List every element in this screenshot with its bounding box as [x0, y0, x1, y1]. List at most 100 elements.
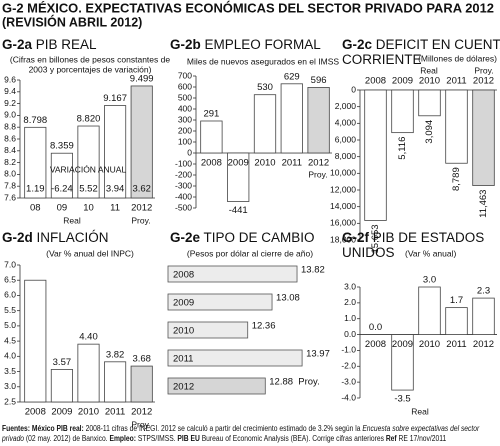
- y-tick-label: -300: [175, 180, 192, 190]
- growth-label: 3.62: [132, 184, 151, 195]
- y-tick-label: 16,000: [330, 218, 356, 228]
- value-label: 13.97: [306, 349, 330, 360]
- x-tick-label: 2012: [308, 158, 329, 169]
- y-tick-label: 0.0: [344, 329, 356, 339]
- x-tick-label: 2009: [392, 339, 413, 350]
- y-tick-label: 400: [178, 103, 192, 113]
- panel-title-text: PIB REAL: [36, 37, 97, 52]
- panel-subtitle: 2003 y porcentajes de variación): [29, 64, 152, 74]
- y-tick-label: 14,000: [330, 201, 356, 211]
- y-tick-label: 3.0: [4, 381, 16, 391]
- y-tick-label: 700: [178, 70, 192, 80]
- bar: [472, 297, 495, 335]
- value-label: 1.7: [450, 295, 463, 306]
- growth-label: 5.52: [79, 184, 98, 195]
- x-tick-label: 2012: [473, 339, 494, 350]
- value-label: 3.57: [53, 357, 72, 368]
- category-label: 2011: [173, 354, 193, 365]
- y-tick-label: 6.5: [4, 274, 16, 284]
- category-label: 2012: [173, 382, 194, 393]
- category-label: 2008: [173, 270, 194, 281]
- x-tick-label: 2010: [419, 339, 440, 350]
- panel-label: G-2e: [170, 230, 201, 245]
- footer: Fuentes: México PIB real: 2008-11 cifras…: [2, 424, 498, 446]
- bar: [391, 89, 414, 134]
- y-tick-label: 9.4: [4, 86, 16, 96]
- y-tick-label: 4.5: [4, 335, 16, 345]
- y-tick-label: 9.6: [4, 74, 16, 84]
- panel-label: G-2d: [2, 230, 33, 245]
- y-tick-label: -200: [175, 169, 192, 179]
- footer-text: PIB EU: [177, 434, 200, 443]
- y-tick-label: 3.5: [4, 366, 16, 376]
- bar: [364, 89, 387, 221]
- proj-label: Proy.: [131, 215, 150, 225]
- value-label: 8.820: [77, 114, 101, 125]
- y-tick-label: 2.0: [344, 297, 356, 307]
- y-tick-label: 12,000: [330, 184, 356, 194]
- footer-text: Bureau of Economic Analysis (BEA). Corri…: [199, 434, 386, 443]
- y-tick-label: 5.5: [4, 305, 16, 315]
- y-tick-label: 8.0: [4, 169, 16, 179]
- x-tick-label: 2008: [365, 76, 386, 87]
- panel-title-text: INFLACIÓN: [37, 230, 109, 245]
- x-tick-label: 2011: [446, 76, 466, 87]
- growth-label: 3.94: [106, 184, 125, 195]
- figure-subtitle: (REVISIÓN ABRIL 2012): [2, 14, 142, 29]
- y-tick-label: -400: [175, 191, 192, 201]
- bar: [280, 83, 303, 154]
- y-tick-label: 8.2: [4, 157, 16, 167]
- value-label: 3.82: [106, 349, 125, 360]
- panel-title: G-2f PIB DE ESTADOS: [342, 230, 484, 245]
- bar: [77, 125, 100, 199]
- real-label: Real: [63, 215, 81, 225]
- x-tick-label: 2010: [254, 158, 275, 169]
- y-tick-label: -500: [175, 202, 192, 212]
- value-label: 3.0: [423, 275, 436, 286]
- bar: [167, 293, 273, 311]
- bar: [130, 85, 153, 199]
- y-tick-label: 300: [178, 114, 192, 124]
- x-tick-label: 2012: [473, 76, 494, 87]
- y-tick-label: 600: [178, 81, 192, 91]
- y-tick-label: 3.0: [344, 281, 356, 291]
- x-tick-label: 2009: [392, 76, 413, 87]
- y-tick-label: -100: [175, 158, 192, 168]
- growth-label: -6.24: [51, 184, 73, 195]
- panel-label: G-2c: [342, 37, 373, 52]
- y-tick-label: 5.0: [4, 320, 16, 330]
- x-tick-label: 2011: [446, 339, 466, 350]
- value-label: 9.499: [130, 73, 154, 84]
- bar: [445, 307, 468, 335]
- y-tick-label: 2,000: [335, 101, 357, 111]
- y-tick-label: 9.2: [4, 98, 16, 108]
- value-label: -441: [229, 205, 248, 216]
- x-tick-label: 2011: [105, 407, 125, 418]
- footer-text: (02 may. 2012) de Banxico.: [24, 434, 110, 443]
- panel-label: G-2a: [2, 37, 33, 52]
- y-tick-label: 6,000: [335, 134, 357, 144]
- x-tick-label: 2012: [131, 407, 152, 418]
- footer-text: STPS/IMSS.: [135, 434, 178, 443]
- y-tick-label: 8,000: [335, 151, 357, 161]
- y-tick-label: 500: [178, 92, 192, 102]
- value-label: 596: [311, 75, 327, 86]
- bar: [77, 343, 100, 403]
- bar: [307, 87, 330, 154]
- real-label: Real: [420, 65, 438, 75]
- panel-title-text: EMPLEO FORMAL: [205, 37, 322, 52]
- bar: [167, 349, 303, 367]
- bar: [167, 265, 298, 283]
- value-label: 12.36: [252, 321, 276, 332]
- panel-subtitle: (Var % anual del INPC): [46, 248, 134, 258]
- value-label: 4.40: [79, 332, 98, 343]
- bar: [227, 152, 250, 202]
- value-label: 5,116: [397, 137, 408, 160]
- y-tick-label: 8.6: [4, 133, 16, 143]
- bar: [50, 369, 73, 403]
- x-tick-label: 2008: [365, 339, 386, 350]
- value-label: 0.0: [369, 322, 382, 333]
- y-tick-label: 18,000: [330, 234, 356, 244]
- x-tick-label: 09: [57, 203, 68, 214]
